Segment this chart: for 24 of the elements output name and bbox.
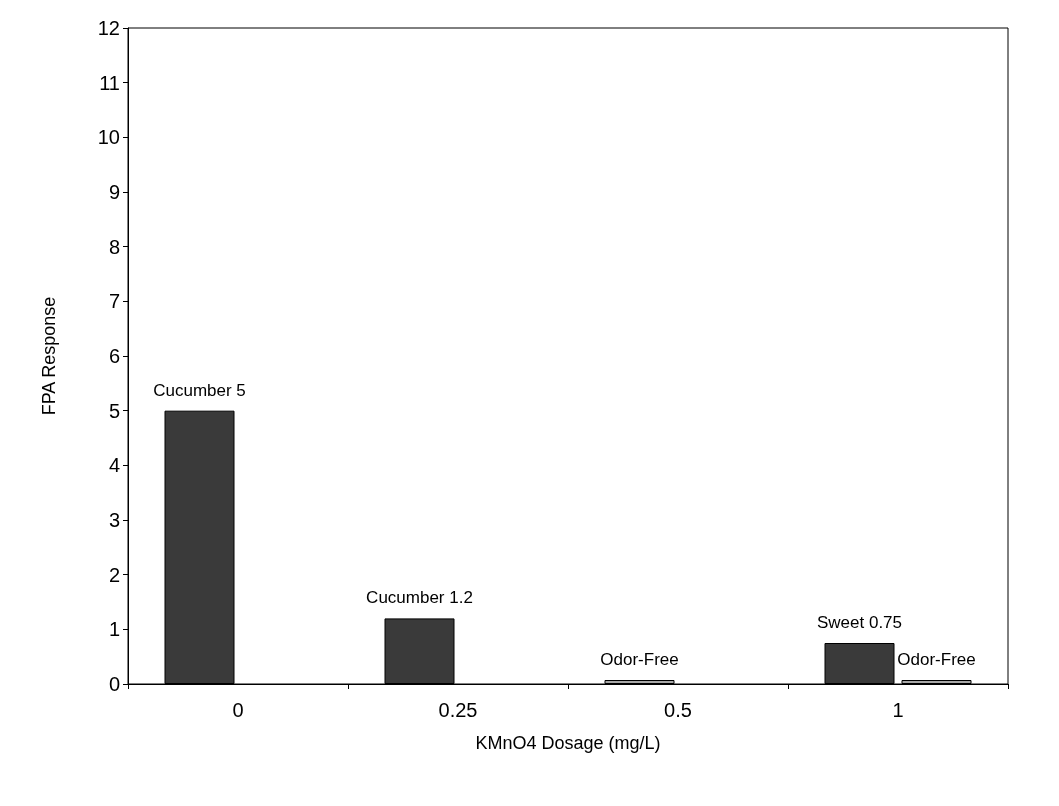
data-label: Odor-Free — [897, 650, 976, 669]
x-tick-label: 0.5 — [664, 699, 692, 721]
y-tick-label: 2 — [108, 563, 120, 586]
y-axis-title: FPA Response — [39, 296, 59, 416]
y-tick-label: 9 — [108, 181, 120, 203]
y-tick-label: 11 — [99, 71, 120, 94]
y-tick-label: 5 — [108, 399, 120, 422]
y-tick-label: 10 — [97, 126, 120, 149]
y-tick-label: 0 — [108, 673, 120, 695]
y-tick-label: 3 — [108, 509, 120, 531]
y-tick-label: 12 — [97, 17, 120, 39]
y-tick-label: 6 — [108, 345, 120, 367]
x-tick-label: 0 — [232, 699, 244, 721]
data-label: Cucumber 5 — [153, 380, 246, 400]
y-tick-label: 8 — [108, 235, 120, 258]
x-tick-label: 0.25 — [438, 699, 478, 721]
data-label: Sweet 0.75 — [816, 613, 903, 632]
x-tick-label: 1 — [892, 699, 904, 721]
data-label: Odor-Free — [600, 650, 679, 669]
x-axis-title: KMnO4 Dosage (mg/L) — [475, 733, 661, 753]
data-label: Cucumber 1.2 — [366, 588, 473, 608]
y-tick-label: 1 — [108, 618, 120, 641]
y-tick-label: 7 — [108, 290, 120, 313]
y-tick-label: 4 — [108, 454, 120, 477]
